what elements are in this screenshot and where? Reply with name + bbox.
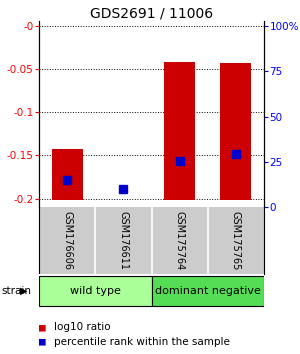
Bar — [164, 62, 195, 200]
Title: GDS2691 / 11006: GDS2691 / 11006 — [90, 6, 213, 20]
Bar — [39, 276, 152, 306]
Text: wild type: wild type — [70, 286, 121, 296]
Text: ■: ■ — [39, 322, 46, 332]
Text: ▶: ▶ — [20, 286, 27, 296]
Text: GSM176611: GSM176611 — [118, 211, 128, 270]
Text: GSM176606: GSM176606 — [62, 211, 72, 270]
Text: GSM175765: GSM175765 — [231, 211, 241, 271]
Text: percentile rank within the sample: percentile rank within the sample — [54, 337, 230, 347]
Bar — [220, 63, 251, 200]
Text: strain: strain — [2, 286, 31, 296]
Text: ■: ■ — [39, 337, 46, 347]
Text: dominant negative: dominant negative — [155, 286, 261, 296]
Text: GSM175764: GSM175764 — [175, 211, 184, 270]
Text: log10 ratio: log10 ratio — [54, 322, 111, 332]
Bar — [52, 149, 82, 200]
Bar — [152, 276, 264, 306]
